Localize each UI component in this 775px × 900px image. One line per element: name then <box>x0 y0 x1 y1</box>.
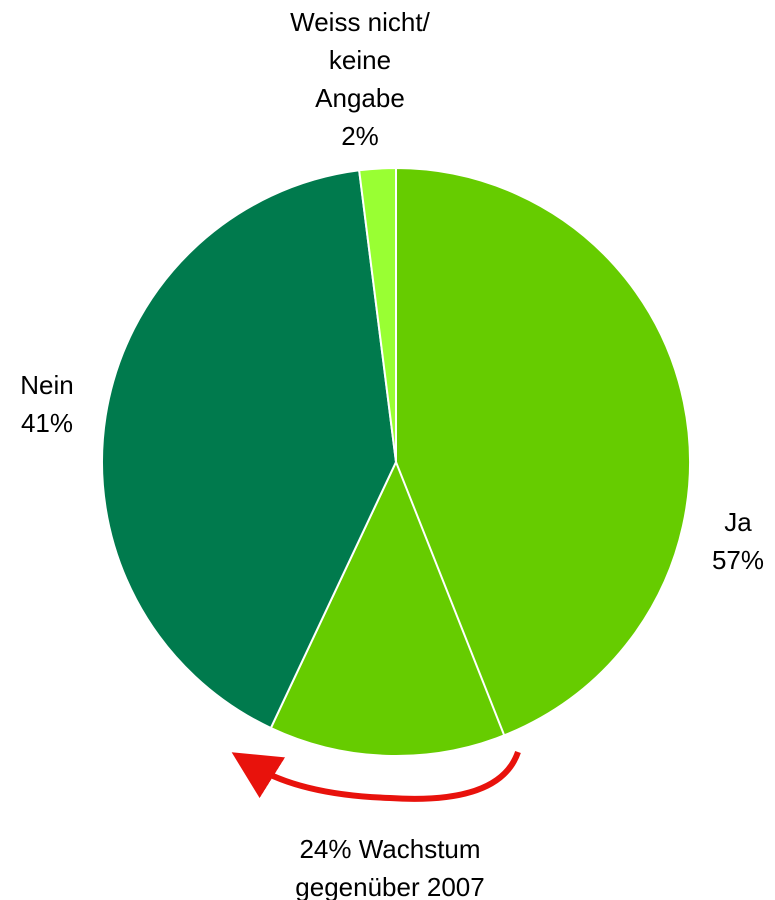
value-label: 57% <box>711 545 765 575</box>
slice-divider <box>395 461 506 736</box>
label-weiss: Weiss nicht/ keine Angabe 2% <box>290 3 430 155</box>
pie-slice <box>358 166 397 463</box>
label-ja: Ja 57% <box>712 503 764 579</box>
pie-slice <box>269 166 691 757</box>
value-label: 41% <box>20 408 74 438</box>
slice-label: Weiss nicht/ keine Angabe <box>290 7 430 113</box>
annotation: 24% Wachstum gegenüber 2007 <box>295 834 485 900</box>
pie-slice <box>101 169 398 730</box>
slice-label: Nein <box>20 370 74 400</box>
label-nein: Nein 41% <box>20 366 73 442</box>
value-label: 2% <box>341 121 379 151</box>
slice-label: Ja <box>724 507 752 537</box>
growth-arrow <box>231 750 521 802</box>
